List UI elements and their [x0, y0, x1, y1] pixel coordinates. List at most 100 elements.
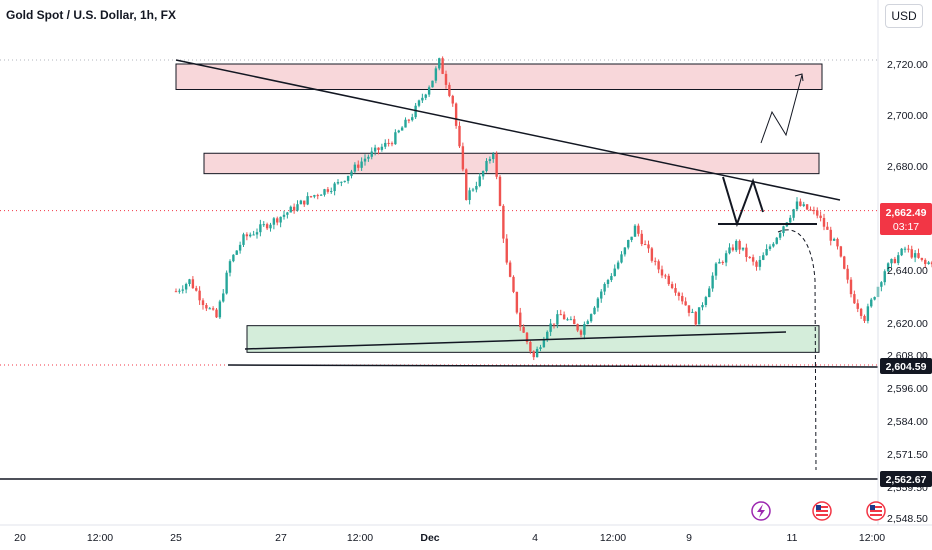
candle-body-0 — [174, 291, 178, 293]
candle-body-107 — [535, 348, 539, 358]
y-tick-label: 2,584.00 — [887, 416, 928, 428]
candle-body-196 — [836, 238, 839, 247]
candle-body-176 — [768, 246, 772, 250]
target-level-badge-bg — [880, 471, 932, 487]
us-flag-icon-2[interactable] — [866, 501, 886, 521]
candles — [174, 56, 932, 361]
candle-body-209 — [880, 282, 883, 287]
support-level-text: 2,604.59 — [886, 361, 927, 373]
candle-body-25 — [259, 224, 262, 233]
candle-body-64 — [390, 143, 394, 145]
double-top-pattern[interactable] — [722, 176, 764, 228]
candle-body-126 — [600, 291, 603, 299]
x-tick-label: 25 — [170, 532, 182, 544]
candle-body-96 — [498, 176, 502, 206]
candle-body-12 — [215, 309, 218, 318]
support-level-line[interactable] — [227, 364, 879, 368]
candle-body-115 — [562, 314, 566, 320]
candle-body-118 — [573, 319, 576, 325]
x-tick-label: 12:00 — [600, 532, 626, 544]
candle-body-35 — [292, 206, 296, 211]
candle-body-72 — [417, 100, 421, 106]
support-zone[interactable] — [246, 325, 820, 353]
resistance-zone-2[interactable] — [203, 152, 820, 175]
candle-body-222 — [924, 259, 927, 265]
candle-body-69 — [407, 119, 411, 121]
candle-body-47 — [333, 183, 336, 192]
candle-body-49 — [340, 181, 343, 183]
candle-body-46 — [330, 191, 333, 193]
candle-body-124 — [593, 307, 596, 315]
candle-body-135 — [630, 236, 633, 240]
candle-body-5 — [191, 279, 195, 289]
candle-body-168 — [741, 247, 745, 250]
candle-body-183 — [792, 209, 795, 218]
candle-body-29 — [272, 218, 276, 225]
candle-body-14 — [222, 293, 225, 302]
us-flag-icon[interactable] — [812, 501, 832, 521]
candle-body-197 — [839, 246, 843, 257]
candle-body-62 — [384, 142, 387, 147]
lightning-icon[interactable] — [751, 501, 771, 521]
candle-body-1 — [178, 290, 181, 292]
candle-body-138 — [640, 233, 643, 245]
x-tick-label: 4 — [532, 532, 538, 544]
candle-body-80 — [444, 73, 448, 85]
time-axis[interactable]: 20 12:00 25 27 12:00 Dec 4 12:00 9 11 12:00 — [14, 532, 885, 544]
y-tick-label: 2,548.50 — [887, 513, 928, 525]
last-price-badge-bg — [880, 203, 932, 235]
x-tick-label: 12:00 — [347, 532, 373, 544]
candle-body-143 — [657, 261, 660, 270]
y-tick-label: 2,700.00 — [887, 110, 928, 122]
last-price-text: 2,662.49 — [886, 207, 927, 219]
countdown-text: 03:17 — [893, 221, 919, 233]
x-tick-label: Dec — [420, 532, 439, 544]
candle-body-92 — [485, 160, 488, 172]
candle-body-158 — [708, 288, 711, 298]
candle-body-95 — [495, 153, 498, 177]
candle-body-217 — [907, 248, 910, 250]
candle-body-203 — [859, 308, 863, 316]
ascending-trendline[interactable] — [244, 331, 787, 350]
candle-body-98 — [505, 238, 508, 263]
y-tick-label: 2,640.00 — [887, 265, 928, 277]
candle-body-17 — [232, 254, 235, 262]
candle-body-39 — [306, 196, 309, 205]
price-axis[interactable]: 2,720.002,700.002,680.002,660.002,640.00… — [887, 59, 928, 525]
candle-body-26 — [262, 224, 265, 226]
candle-body-174 — [762, 255, 765, 260]
candle-body-120 — [579, 330, 583, 335]
y-tick-label: 2,720.00 — [887, 59, 928, 71]
bullish-projection-path[interactable] — [760, 74, 803, 144]
candle-body-31 — [279, 216, 282, 223]
candle-body-89 — [475, 185, 478, 190]
candle-body-37 — [299, 200, 303, 205]
candle-body-185 — [799, 201, 802, 206]
candle-body-210 — [883, 271, 886, 283]
candle-body-76 — [431, 80, 434, 88]
candle-body-154 — [694, 311, 697, 325]
candle-body-99 — [508, 262, 512, 277]
candle-body-13 — [218, 301, 222, 318]
candle-body-156 — [701, 305, 704, 308]
candle-body-149 — [677, 292, 681, 296]
candle-body-141 — [650, 248, 654, 261]
candle-body-207 — [873, 297, 876, 300]
candle-body-32 — [282, 214, 286, 217]
candle-body-147 — [670, 284, 674, 289]
candle-body-152 — [687, 305, 691, 313]
candle-body-93 — [488, 159, 492, 161]
descending-trendline[interactable] — [175, 59, 841, 201]
x-tick-label: 12:00 — [859, 532, 885, 544]
candle-body-70 — [411, 117, 414, 121]
candle-body-44 — [323, 189, 326, 195]
currency-button[interactable]: USD — [885, 4, 923, 28]
candle-body-171 — [751, 257, 755, 262]
y-tick-label: 2,571.50 — [887, 449, 928, 461]
bearish-projection-path[interactable] — [777, 229, 817, 471]
candle-body-19 — [238, 244, 242, 251]
candle-body-103 — [522, 326, 525, 333]
candle-body-116 — [566, 319, 569, 321]
resistance-zone-1[interactable] — [175, 63, 823, 90]
